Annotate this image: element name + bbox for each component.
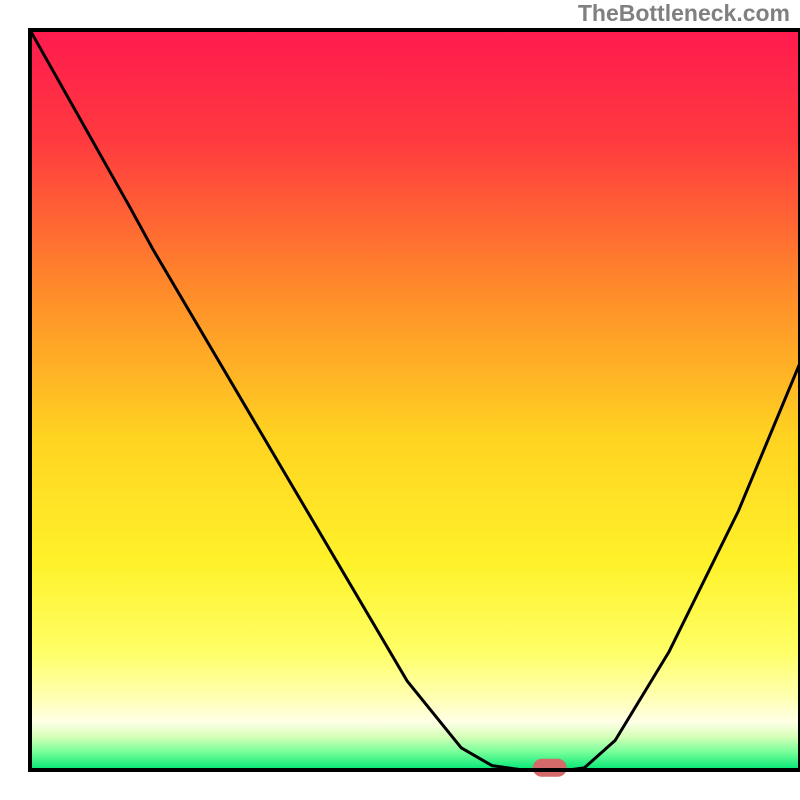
chart-container: TheBottleneck.com (0, 0, 800, 800)
watermark-text: TheBottleneck.com (578, 0, 790, 27)
plot-background (30, 30, 800, 770)
optimal-point-marker (533, 759, 567, 777)
bottleneck-chart (0, 0, 800, 800)
